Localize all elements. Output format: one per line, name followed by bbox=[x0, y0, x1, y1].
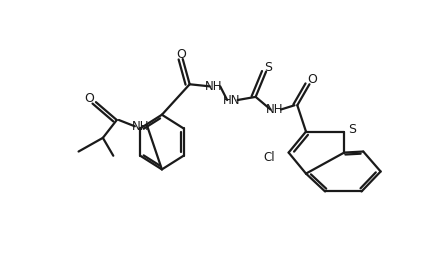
Text: HN: HN bbox=[223, 94, 240, 106]
Text: S: S bbox=[264, 61, 272, 73]
Text: S: S bbox=[348, 123, 356, 136]
Text: O: O bbox=[307, 73, 317, 86]
Text: O: O bbox=[176, 48, 186, 61]
Text: NH: NH bbox=[132, 120, 150, 133]
Text: NH: NH bbox=[205, 80, 223, 93]
Text: NH: NH bbox=[266, 103, 284, 116]
Text: Cl: Cl bbox=[264, 151, 276, 164]
Text: O: O bbox=[85, 93, 95, 105]
